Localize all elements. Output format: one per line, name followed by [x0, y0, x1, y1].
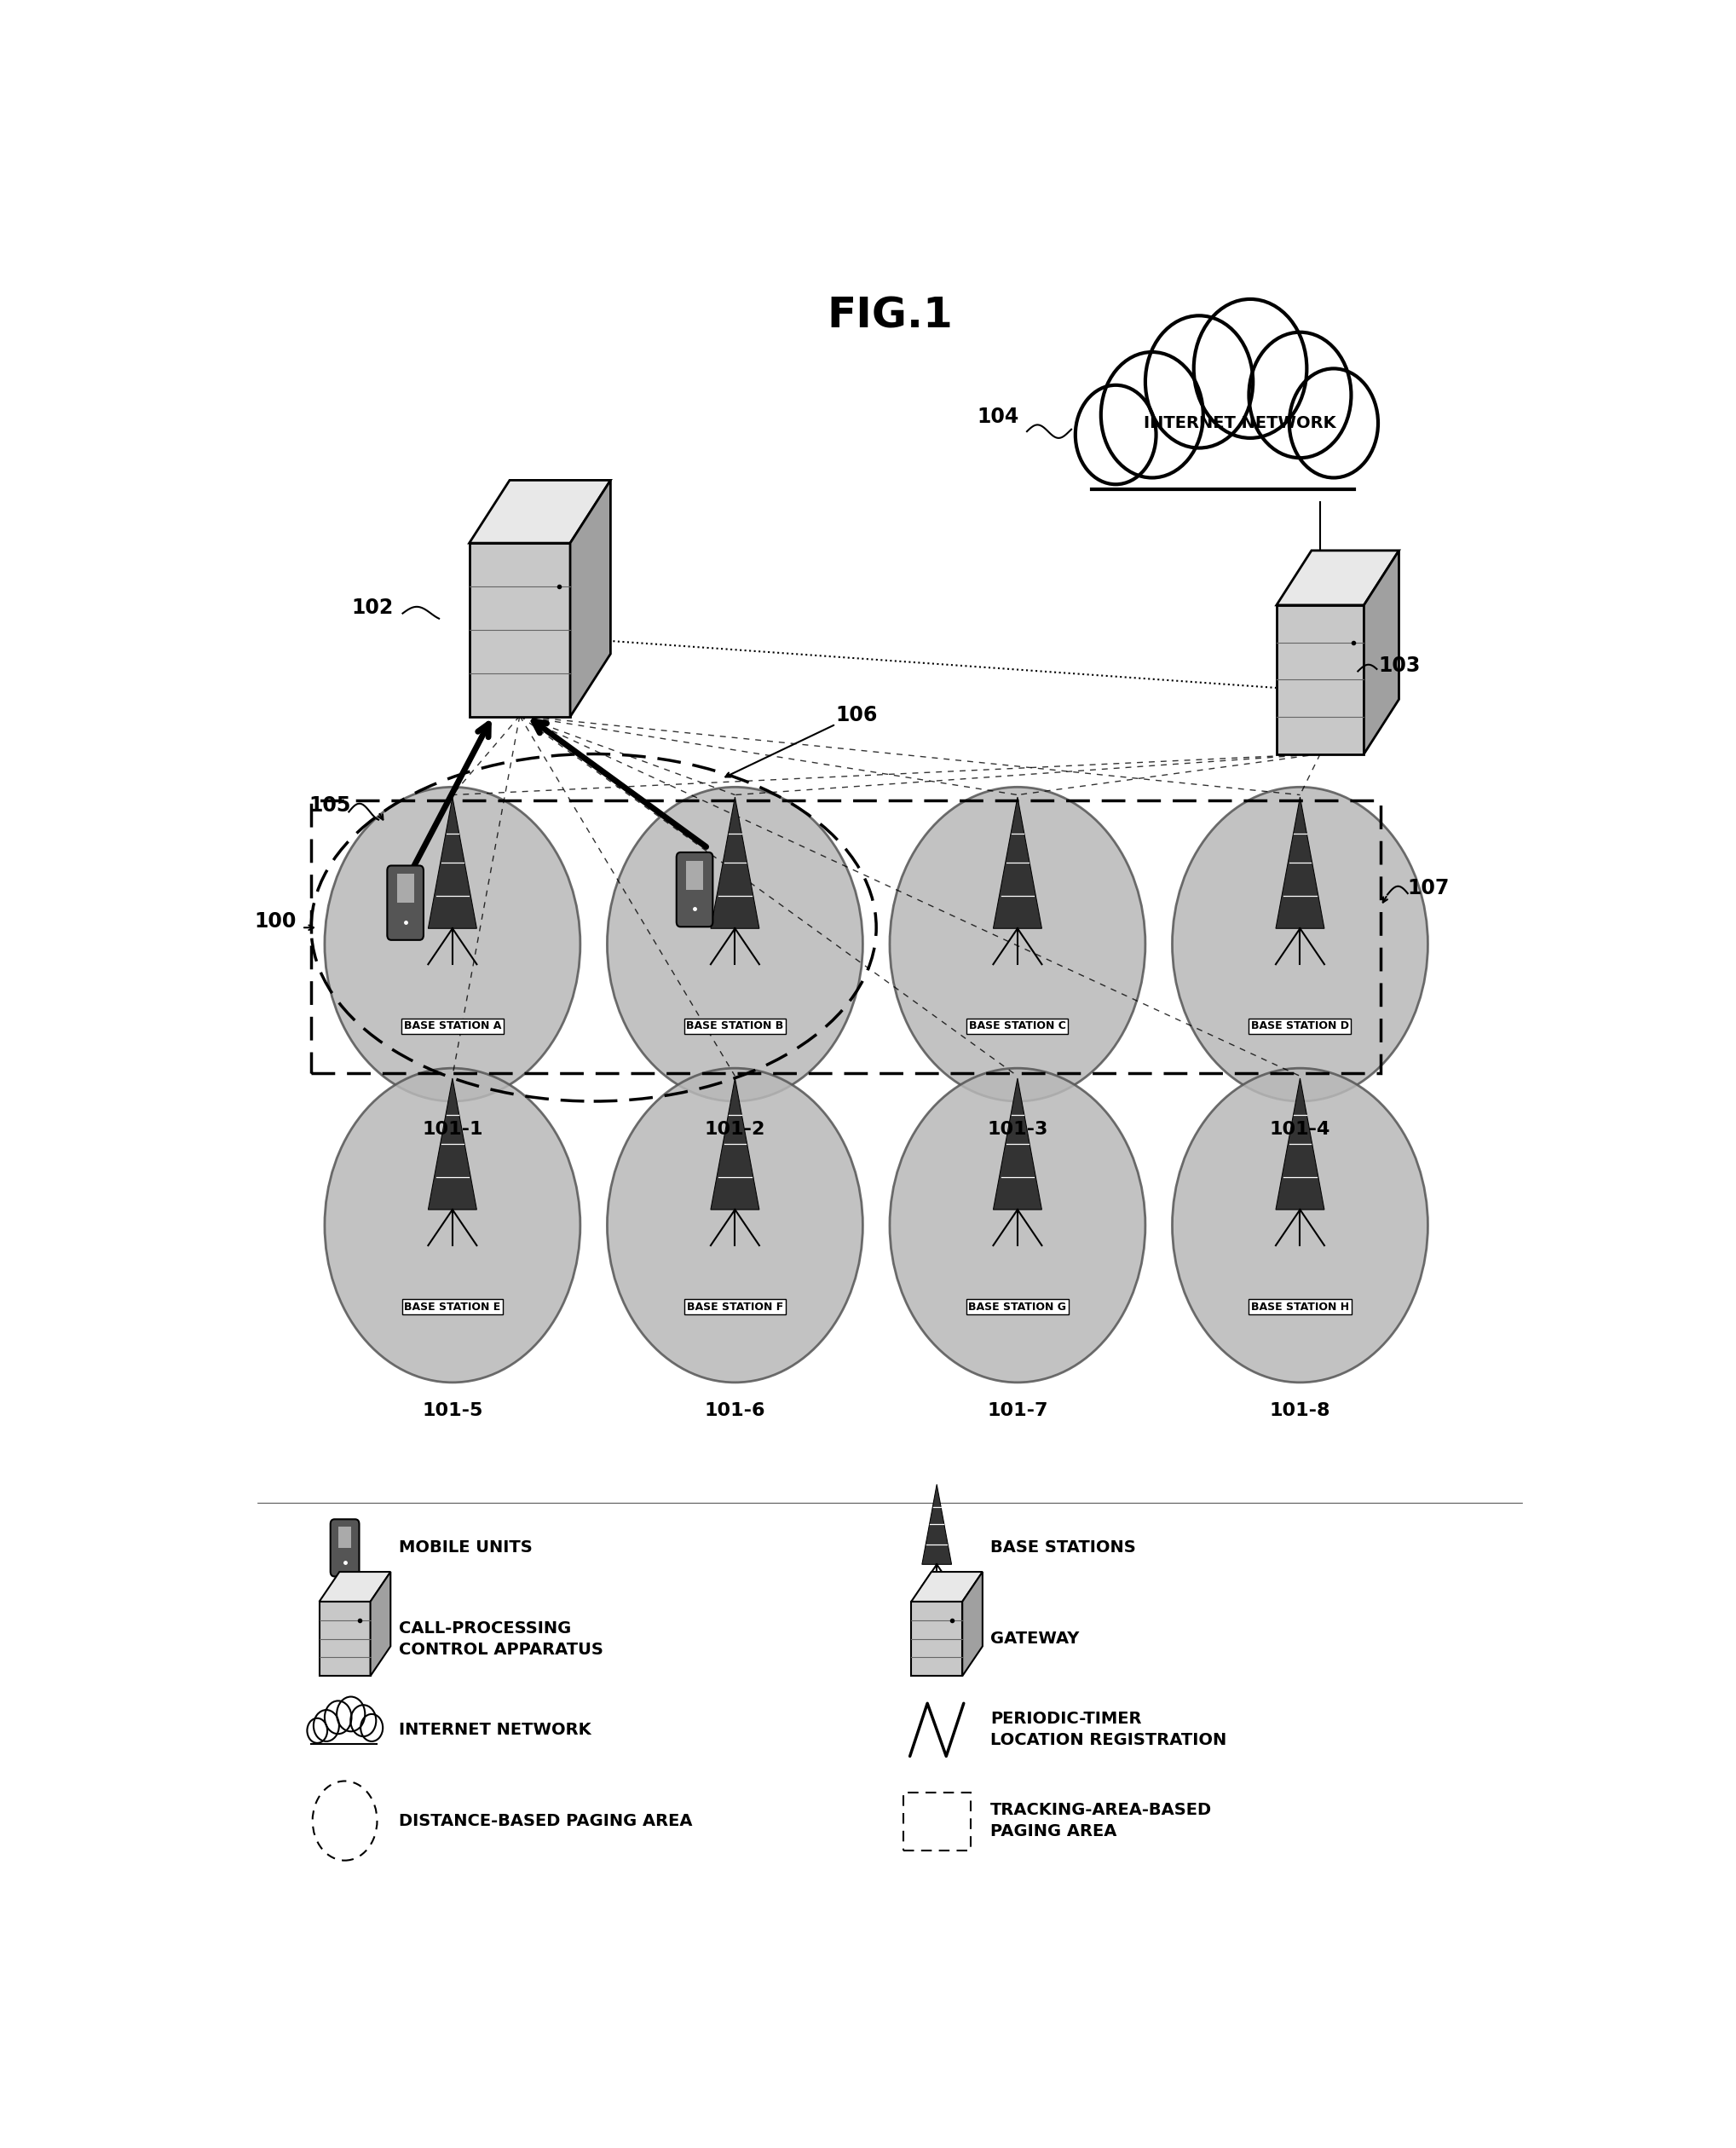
Text: CALL-PROCESSING
CONTROL APPARATUS: CALL-PROCESSING CONTROL APPARATUS — [399, 1620, 602, 1658]
Text: BASE STATION E: BASE STATION E — [404, 1302, 500, 1312]
Polygon shape — [429, 797, 477, 928]
FancyBboxPatch shape — [387, 866, 424, 941]
Circle shape — [351, 1706, 377, 1736]
Text: GATEWAY: GATEWAY — [991, 1630, 1080, 1648]
Bar — [1078, 419, 1375, 500]
Text: TRACKING-AREA-BASED
PAGING AREA: TRACKING-AREA-BASED PAGING AREA — [991, 1802, 1212, 1839]
Polygon shape — [710, 1078, 759, 1209]
Circle shape — [1075, 384, 1156, 483]
Circle shape — [1248, 333, 1351, 458]
Polygon shape — [962, 1572, 983, 1675]
Polygon shape — [469, 481, 611, 543]
Text: DISTANCE-BASED PAGING AREA: DISTANCE-BASED PAGING AREA — [399, 1813, 693, 1828]
Polygon shape — [1276, 797, 1325, 928]
Polygon shape — [993, 1078, 1042, 1209]
Text: BASE STATION D: BASE STATION D — [1252, 1020, 1349, 1031]
Bar — [903, 1794, 970, 1852]
Circle shape — [1194, 299, 1307, 438]
Text: 106: 106 — [837, 705, 878, 726]
Circle shape — [889, 786, 1146, 1102]
Circle shape — [337, 1697, 365, 1731]
Polygon shape — [993, 797, 1042, 928]
Polygon shape — [1276, 1078, 1325, 1209]
Bar — [1085, 406, 1368, 498]
Text: FIG.1: FIG.1 — [826, 294, 953, 335]
Polygon shape — [469, 543, 569, 717]
Text: BASE STATION G: BASE STATION G — [969, 1302, 1066, 1312]
Text: 101-7: 101-7 — [988, 1403, 1049, 1420]
Polygon shape — [911, 1572, 983, 1602]
Bar — [309, 1723, 380, 1746]
Bar — [398, 874, 413, 902]
Circle shape — [1146, 316, 1253, 449]
Text: 101-4: 101-4 — [1269, 1121, 1330, 1138]
Text: 101-2: 101-2 — [705, 1121, 766, 1138]
Text: 101-1: 101-1 — [422, 1121, 483, 1138]
Text: PERIODIC-TIMER
LOCATION REGISTRATION: PERIODIC-TIMER LOCATION REGISTRATION — [991, 1712, 1227, 1748]
Text: BASE STATION B: BASE STATION B — [686, 1020, 783, 1031]
Circle shape — [1172, 1068, 1427, 1383]
Text: 105: 105 — [309, 795, 351, 816]
FancyBboxPatch shape — [330, 1519, 359, 1577]
Text: 101-3: 101-3 — [988, 1121, 1049, 1138]
Polygon shape — [319, 1572, 391, 1602]
Circle shape — [608, 1068, 863, 1383]
Circle shape — [325, 786, 580, 1102]
Text: 107: 107 — [1408, 879, 1450, 898]
Text: 104: 104 — [977, 406, 1019, 427]
Bar — [686, 861, 703, 889]
Circle shape — [314, 1710, 339, 1742]
Text: INTERNET NETWORK: INTERNET NETWORK — [399, 1723, 590, 1738]
Text: 101-5: 101-5 — [422, 1403, 483, 1420]
Text: 102: 102 — [351, 597, 394, 619]
Circle shape — [361, 1714, 384, 1742]
Circle shape — [1172, 786, 1427, 1102]
Circle shape — [325, 1701, 351, 1733]
Bar — [339, 1527, 351, 1549]
Polygon shape — [1364, 550, 1399, 754]
Text: BASE STATION A: BASE STATION A — [404, 1020, 502, 1031]
Circle shape — [1290, 369, 1378, 477]
Text: BASE STATION H: BASE STATION H — [1252, 1302, 1349, 1312]
Text: BASE STATION C: BASE STATION C — [969, 1020, 1066, 1031]
Text: 101-6: 101-6 — [705, 1403, 766, 1420]
Text: 100: 100 — [255, 911, 297, 932]
Circle shape — [325, 1068, 580, 1383]
Text: INTERNET NETWORK: INTERNET NETWORK — [1144, 415, 1335, 432]
Bar — [311, 801, 1380, 1074]
Bar — [307, 1727, 382, 1746]
Polygon shape — [429, 1078, 477, 1209]
Polygon shape — [319, 1602, 370, 1675]
Polygon shape — [1276, 606, 1364, 754]
Text: BASE STATION F: BASE STATION F — [687, 1302, 783, 1312]
Polygon shape — [569, 481, 611, 717]
FancyBboxPatch shape — [677, 853, 713, 926]
Polygon shape — [911, 1602, 962, 1675]
Text: 101-8: 101-8 — [1269, 1403, 1330, 1420]
Circle shape — [889, 1068, 1146, 1383]
Polygon shape — [370, 1572, 391, 1675]
Circle shape — [608, 786, 863, 1102]
Text: 103: 103 — [1378, 655, 1420, 674]
Circle shape — [1101, 352, 1203, 477]
Polygon shape — [922, 1484, 951, 1564]
Text: BASE STATIONS: BASE STATIONS — [991, 1540, 1135, 1555]
Text: MOBILE UNITS: MOBILE UNITS — [399, 1540, 533, 1555]
Polygon shape — [710, 797, 759, 928]
Polygon shape — [1276, 550, 1399, 606]
Circle shape — [307, 1718, 328, 1742]
